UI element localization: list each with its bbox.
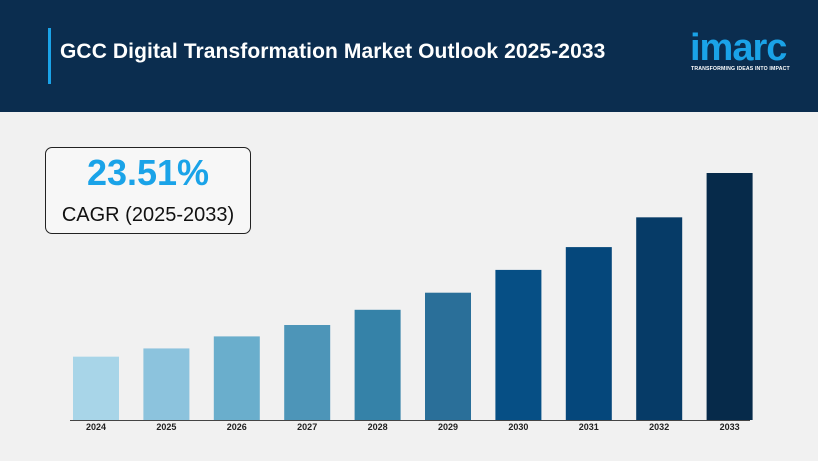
bar-2025 (143, 348, 190, 420)
cagr-callout: 23.51% CAGR (2025-2033) (45, 147, 251, 234)
x-tick-label: 2028 (368, 422, 388, 432)
header-banner (0, 0, 818, 112)
logo-tagline: TRANSFORMING IDEAS INTO IMPACT (691, 66, 790, 72)
cagr-label: CAGR (2025-2033) (61, 204, 235, 226)
page-title: GCC Digital Transformation Market Outloo… (60, 40, 606, 63)
bar-2033 (706, 173, 753, 420)
x-tick-label: 2032 (649, 422, 669, 432)
bar-2031 (565, 247, 612, 420)
x-tick-label: 2031 (579, 422, 599, 432)
bar-2026 (213, 336, 260, 420)
bar-2024 (73, 356, 119, 420)
imarc-logo: imarc TRANSFORMING IDEAS INTO IMPACT (690, 28, 796, 78)
bar-2028 (354, 309, 401, 420)
x-tick-label: 2024 (86, 422, 106, 432)
x-tick-label: 2029 (438, 422, 458, 432)
bar-2029 (425, 292, 471, 420)
x-tick-labels: 2024 2025 2026 2027 2028 2029 2030 2031 2032 2033 (86, 422, 740, 432)
x-tick-label: 2033 (720, 422, 740, 432)
bar-2032 (636, 217, 683, 420)
bar-2027 (284, 325, 331, 420)
bar-2030 (495, 269, 542, 420)
cagr-value: 23.51% (86, 152, 210, 193)
logo-wordmark: imarc (690, 27, 787, 69)
bars-group (73, 173, 753, 420)
x-tick-label: 2030 (508, 422, 528, 432)
title-accent-bar (48, 28, 51, 84)
x-tick-label: 2026 (227, 422, 247, 432)
x-tick-label: 2025 (156, 422, 176, 432)
x-tick-label: 2027 (297, 422, 317, 432)
